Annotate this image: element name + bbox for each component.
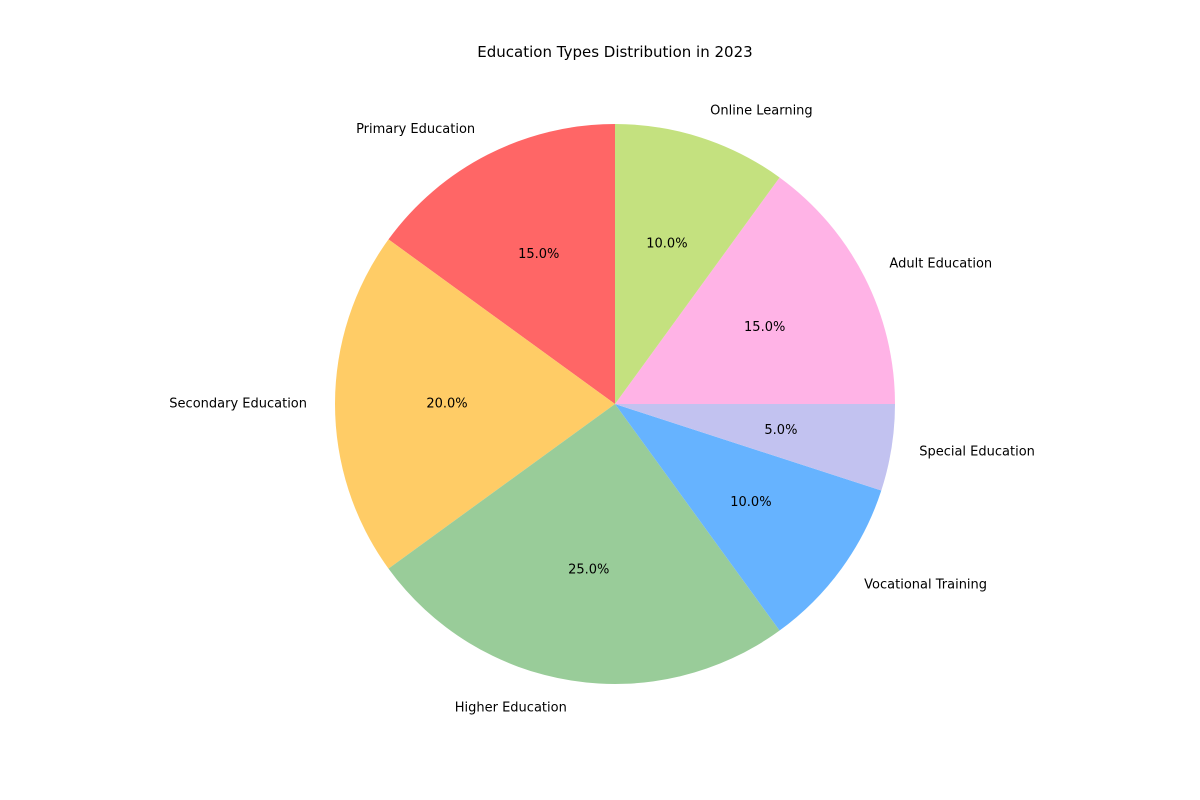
pie-slice-primary-education <box>388 124 615 404</box>
pct-label-special-education: 5.0% <box>764 423 797 438</box>
pie-slice-special-education <box>615 404 895 491</box>
chart-title: Education Types Distribution in 2023 <box>477 43 752 61</box>
pct-label-primary-education: 15.0% <box>518 247 559 262</box>
pct-label-higher-education: 25.0% <box>568 562 609 577</box>
pct-label-online-learning: 10.0% <box>646 237 687 252</box>
pie-slice-vocational-training <box>615 404 882 631</box>
pie-slice-secondary-education <box>335 239 615 569</box>
pie-slice-online-learning <box>615 124 780 404</box>
slice-label-secondary-education: Secondary Education <box>169 397 307 412</box>
pct-label-adult-education: 15.0% <box>744 320 785 335</box>
slice-label-vocational-training: Vocational Training <box>864 578 987 593</box>
slice-label-online-learning: Online Learning <box>710 104 813 119</box>
slice-label-adult-education: Adult Education <box>889 257 992 272</box>
pie-labels: Primary Education 15.0% Secondary Educatio… <box>169 104 1035 716</box>
pie-slice-adult-education <box>615 177 895 404</box>
pct-label-secondary-education: 20.0% <box>426 397 467 412</box>
slice-label-special-education: Special Education <box>919 445 1035 460</box>
pct-label-vocational-training: 10.0% <box>730 495 771 510</box>
pie-slice-higher-education <box>388 404 780 684</box>
pie-slices <box>335 124 895 684</box>
slice-label-higher-education: Higher Education <box>455 701 567 716</box>
slice-label-primary-education: Primary Education <box>356 122 475 137</box>
